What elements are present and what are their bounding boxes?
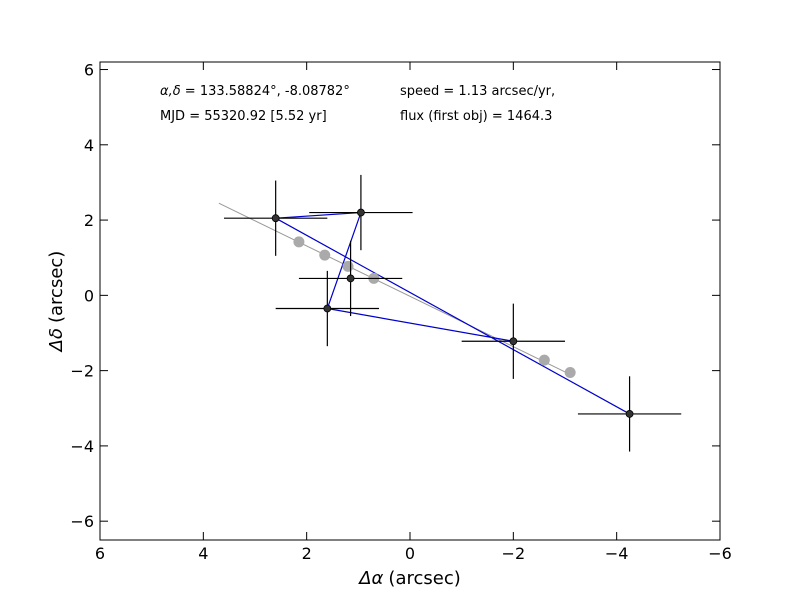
y-tick-label-5: −4 <box>70 437 94 456</box>
y-tick-label-2: 2 <box>84 211 94 230</box>
motion-path-line <box>273 211 630 415</box>
y-axis-label-symbol: Δδ <box>46 328 67 353</box>
y-tick-label-4: −2 <box>70 362 94 381</box>
x-axis-label: Δα (arcsec) <box>357 568 461 589</box>
model-point-5 <box>564 367 576 379</box>
annotation-flux: flux (first obj) = 1464.3 <box>400 109 552 124</box>
annotation-speed: speed = 1.13 arcsec/yr, <box>400 84 555 99</box>
observed-point-5 <box>625 410 634 418</box>
x-tick-label-2: 2 <box>302 544 312 563</box>
plot-area-frame <box>99 61 721 541</box>
y-tick-label-3: 0 <box>84 286 94 305</box>
x-tick-label-5: −4 <box>605 544 629 563</box>
x-tick-label-4: −2 <box>502 544 526 563</box>
y-axis-label-unit: (arcsec) <box>46 251 67 323</box>
observed-points-layer <box>271 208 634 418</box>
x-axis-label-symbol: Δα <box>357 568 383 589</box>
x-axis-label-unit: (arcsec) <box>388 568 460 589</box>
y-tick-label-1: 4 <box>84 136 94 155</box>
observed-point-2 <box>346 274 355 283</box>
observed-point-1 <box>357 208 365 217</box>
observed-point-0 <box>271 214 280 223</box>
model-point-1 <box>319 249 331 261</box>
model-point-0 <box>293 236 305 248</box>
observed-point-4 <box>509 337 518 346</box>
y-tick-label-6: −6 <box>70 512 94 531</box>
y-tick-label-0: 6 <box>84 61 94 80</box>
fit-line-layer <box>218 202 571 375</box>
model-point-4 <box>538 354 550 366</box>
observed-point-3 <box>323 304 332 313</box>
fit-line <box>218 202 571 375</box>
x-tick-label-1: 4 <box>198 544 208 563</box>
x-tick-label-3: 0 <box>405 544 415 563</box>
annotation-coords-symbol: α,δ <box>160 84 181 99</box>
annotation-mjd: MJD = 55320.92 [5.52 yr] <box>160 109 327 124</box>
y-axis-label: Δδ (arcsec) <box>46 251 67 354</box>
x-tick-label-0: 6 <box>95 544 105 563</box>
error-bars-layer <box>224 174 682 452</box>
annotation-coords: α,δ = 133.58824°, -8.08782° <box>160 84 350 99</box>
path-layer <box>273 211 630 415</box>
model-point-2 <box>342 260 354 272</box>
x-tick-label-6: −6 <box>708 544 732 563</box>
annotation-coords-value: = 133.58824°, -8.08782° <box>181 84 350 99</box>
